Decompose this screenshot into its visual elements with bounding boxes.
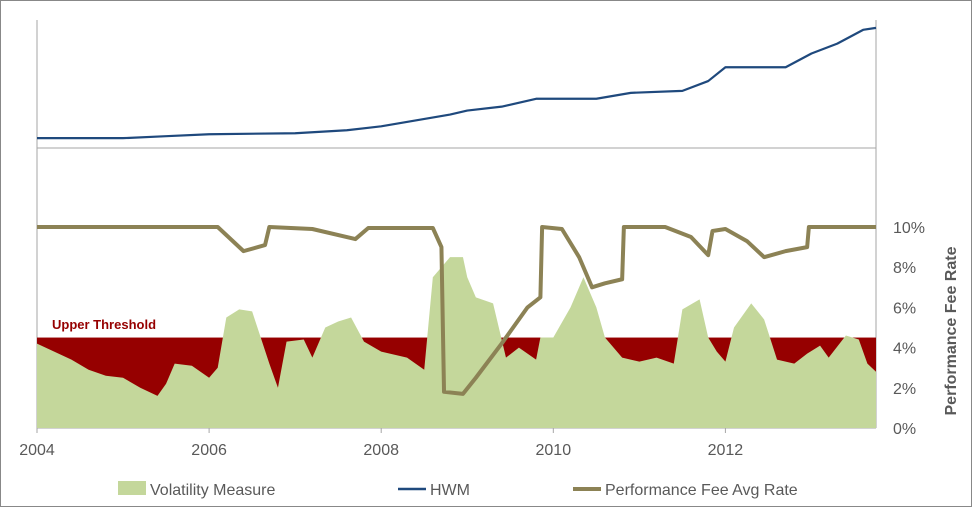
y-tick-label: 4% — [893, 341, 916, 358]
y-tick-label: 2% — [893, 381, 916, 398]
x-tick-label: 2008 — [363, 442, 399, 459]
x-tick-label: 2012 — [708, 442, 744, 459]
x-tick-label: 2006 — [191, 442, 227, 459]
legend: Volatility Measure HWM Performance Fee Avg… — [118, 481, 798, 499]
series-hwm — [37, 26, 877, 140]
y-axis-label: Performance Fee Rate — [943, 246, 960, 415]
legend-label: HWM — [430, 482, 470, 499]
legend-swatch — [118, 481, 146, 495]
legend-label: Performance Fee Avg Rate — [605, 482, 798, 499]
threshold-label: Upper Threshold — [52, 317, 156, 332]
y-tick-label: 6% — [893, 300, 916, 317]
bottom-panel — [37, 225, 876, 429]
x-tick-label: 2010 — [536, 442, 572, 459]
x-tick-labels: 2004 2006 2008 2010 2012 — [19, 428, 743, 459]
series-volatility-measure — [37, 257, 876, 428]
y-tick-label: 8% — [893, 260, 916, 277]
y-tick-label: 10% — [893, 220, 925, 237]
y-tick-labels: 0% 2% 4% 6% 8% 10% — [893, 220, 925, 438]
series-performance-fee-avg-rate — [37, 225, 876, 396]
y-tick-label: 0% — [893, 421, 916, 438]
x-tick-label: 2004 — [19, 442, 55, 459]
legend-label: Volatility Measure — [150, 482, 275, 499]
